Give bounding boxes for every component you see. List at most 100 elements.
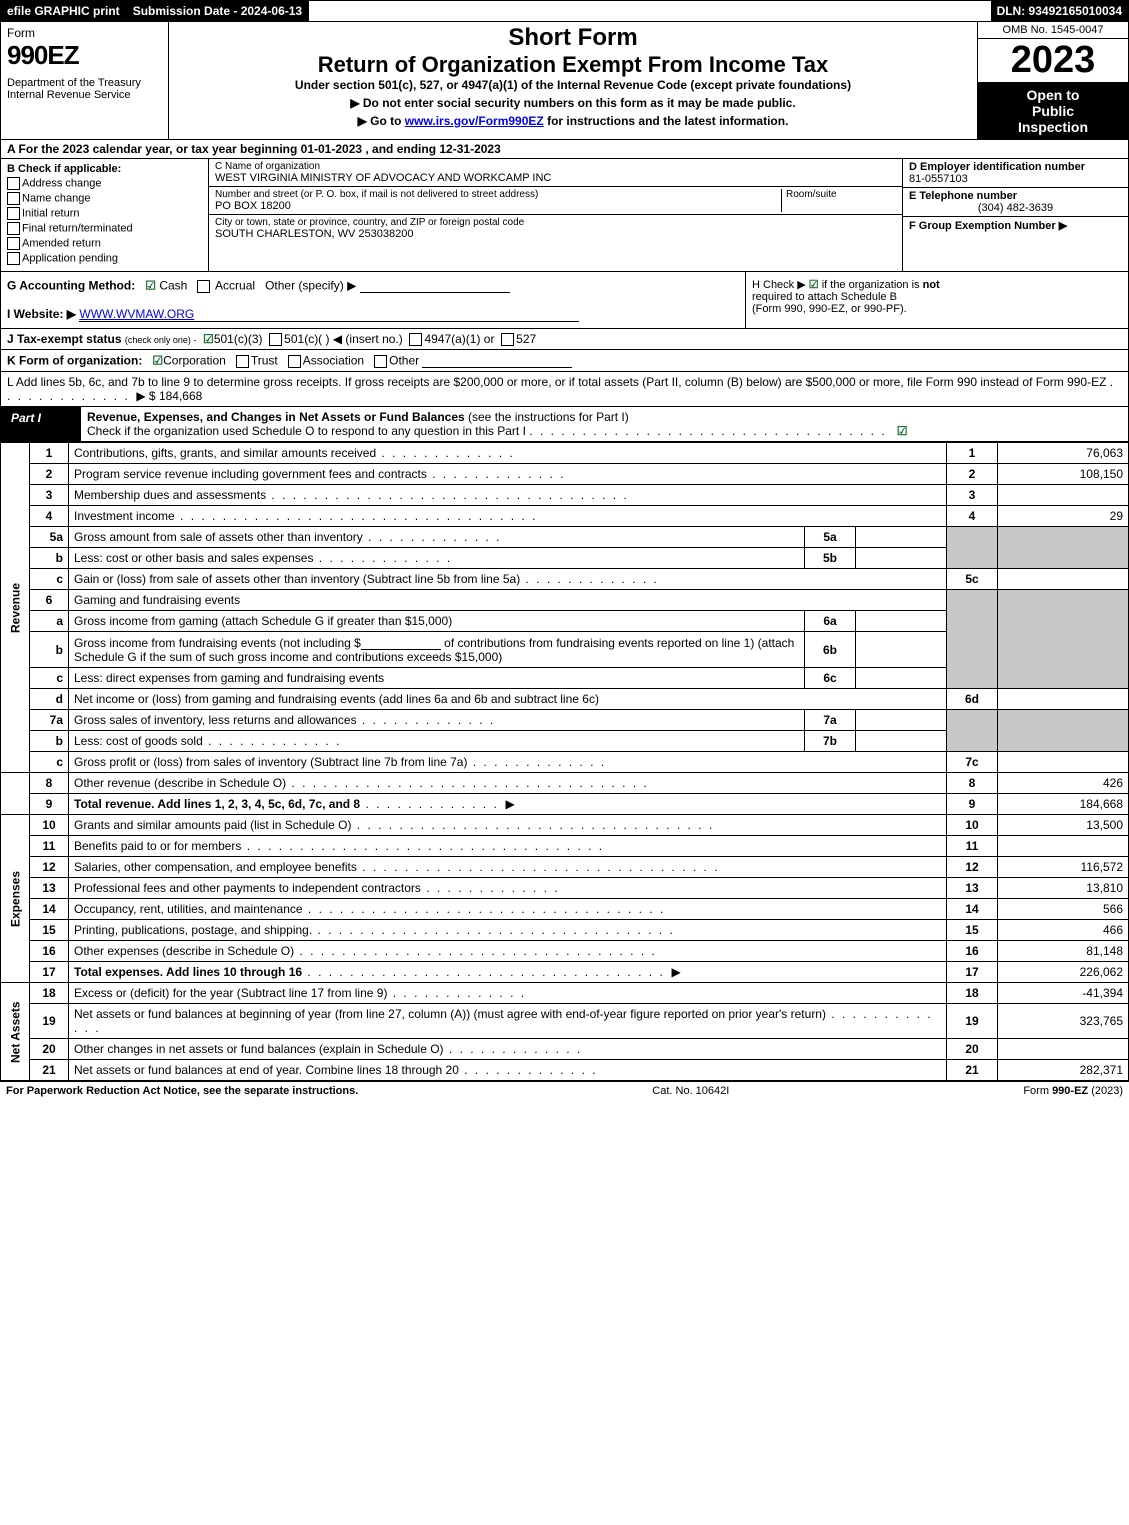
b-label: B Check if applicable: bbox=[7, 163, 202, 175]
netassets-side-label: Net Assets bbox=[1, 983, 30, 1081]
line-3-value bbox=[998, 485, 1129, 506]
website-link[interactable]: WWW.WVMAW.ORG bbox=[79, 307, 194, 321]
table-row: Expenses 10Grants and similar amounts pa… bbox=[1, 815, 1129, 836]
short-form-title: Short Form bbox=[175, 24, 971, 52]
line-11-value bbox=[998, 836, 1129, 857]
website-line: I Website: ▶ WWW.WVMAW.ORG bbox=[7, 307, 739, 322]
line-5c-value bbox=[998, 569, 1129, 590]
line-1-value: 76,063 bbox=[998, 443, 1129, 464]
other-specify-field[interactable] bbox=[360, 278, 510, 293]
part-1-hint: (see the instructions for Part I) bbox=[468, 410, 629, 424]
line-12-value: 116,572 bbox=[998, 857, 1129, 878]
check-name-change[interactable]: Name change bbox=[7, 192, 202, 205]
column-c: C Name of organization WEST VIRGINIA MIN… bbox=[209, 159, 903, 271]
ein-value: 81-0557103 bbox=[909, 173, 1122, 185]
501c-checkbox[interactable] bbox=[269, 333, 282, 346]
city-label: City or town, state or province, country… bbox=[215, 217, 896, 228]
other-org-field[interactable] bbox=[422, 353, 572, 368]
omb-number: OMB No. 1545-0047 bbox=[978, 22, 1128, 39]
cash-checked-icon: ☑ bbox=[145, 279, 156, 293]
d-label: D Employer identification number bbox=[909, 161, 1122, 173]
submission-date: Submission Date - 2024-06-13 bbox=[127, 1, 309, 21]
table-row: Net Assets 18Excess or (deficit) for the… bbox=[1, 983, 1129, 1004]
form-header: Form 990EZ Department of the Treasury In… bbox=[0, 22, 1129, 140]
footer-cat-no: Cat. No. 10642I bbox=[652, 1085, 729, 1097]
h-box: H Check ▶ ☑ if the organization is not r… bbox=[745, 272, 1128, 328]
accrual-label: Accrual bbox=[215, 279, 255, 293]
form-label: Form bbox=[7, 26, 162, 40]
table-row: 12Salaries, other compensation, and empl… bbox=[1, 857, 1129, 878]
line-9-value: 184,668 bbox=[998, 794, 1129, 815]
open-public-badge: Open to Public Inspection bbox=[978, 83, 1128, 139]
line-8-value: 426 bbox=[998, 773, 1129, 794]
h-checked-icon: ☑ bbox=[809, 279, 819, 291]
corp-checked-icon: ☑ bbox=[152, 354, 163, 368]
footer-right: Form 990-EZ (2023) bbox=[1023, 1085, 1123, 1097]
table-row: 21Net assets or fund balances at end of … bbox=[1, 1060, 1129, 1081]
check-address-change[interactable]: Address change bbox=[7, 177, 202, 190]
warn2-post: for instructions and the latest informat… bbox=[547, 114, 788, 128]
check-initial-return[interactable]: Initial return bbox=[7, 207, 202, 220]
line-15-value: 466 bbox=[998, 920, 1129, 941]
part-1-label: Part I bbox=[1, 407, 81, 441]
page-footer: For Paperwork Reduction Act Notice, see … bbox=[0, 1081, 1129, 1100]
line-2-value: 108,150 bbox=[998, 464, 1129, 485]
footer-left: For Paperwork Reduction Act Notice, see … bbox=[6, 1085, 358, 1097]
line-a: A For the 2023 calendar year, or tax yea… bbox=[0, 140, 1129, 159]
table-row: 2Program service revenue including gover… bbox=[1, 464, 1129, 485]
table-row: 14Occupancy, rent, utilities, and mainte… bbox=[1, 899, 1129, 920]
6b-contrib-field[interactable] bbox=[361, 635, 441, 650]
table-row: 7aGross sales of inventory, less returns… bbox=[1, 710, 1129, 731]
topbar-spacer bbox=[309, 1, 990, 21]
top-bar: efile GRAPHIC print Submission Date - 20… bbox=[0, 0, 1129, 22]
line-16-value: 81,148 bbox=[998, 941, 1129, 962]
column-b: B Check if applicable: Address change Na… bbox=[1, 159, 209, 271]
line-j: J Tax-exempt status (check only one) - ☑… bbox=[0, 329, 1129, 350]
warning-2: ▶ Go to www.irs.gov/Form990EZ for instru… bbox=[175, 114, 971, 128]
4947-checkbox[interactable] bbox=[409, 333, 422, 346]
check-final-return[interactable]: Final return/terminated bbox=[7, 222, 202, 235]
part-1-check-line: Check if the organization used Schedule … bbox=[87, 424, 526, 438]
line-14-value: 566 bbox=[998, 899, 1129, 920]
table-row: 17Total expenses. Add lines 10 through 1… bbox=[1, 962, 1129, 983]
part-1-title: Revenue, Expenses, and Changes in Net As… bbox=[87, 410, 465, 424]
527-checkbox[interactable] bbox=[501, 333, 514, 346]
501c3-checked-icon: ☑ bbox=[203, 332, 214, 346]
efile-label: efile GRAPHIC print bbox=[1, 1, 127, 21]
schedule-o-checked-icon: ☑ bbox=[897, 424, 908, 438]
warn2-pre: ▶ Go to bbox=[358, 114, 405, 128]
dept-label: Department of the Treasury bbox=[7, 77, 162, 89]
part-1-table: Revenue 1 Contributions, gifts, grants, … bbox=[0, 442, 1129, 1081]
table-row: 20Other changes in net assets or fund ba… bbox=[1, 1039, 1129, 1060]
table-row: cGross profit or (loss) from sales of in… bbox=[1, 752, 1129, 773]
line-4-value: 29 bbox=[998, 506, 1129, 527]
irs-link[interactable]: www.irs.gov/Form990EZ bbox=[405, 114, 544, 128]
check-application-pending[interactable]: Application pending bbox=[7, 252, 202, 265]
other-checkbox[interactable] bbox=[374, 355, 387, 368]
e-label: E Telephone number bbox=[909, 190, 1122, 202]
line-21-value: 282,371 bbox=[998, 1060, 1129, 1081]
trust-checkbox[interactable] bbox=[236, 355, 249, 368]
accrual-checkbox[interactable] bbox=[197, 280, 210, 293]
warning-1: ▶ Do not enter social security numbers o… bbox=[175, 96, 971, 110]
table-row: 4Investment income 429 bbox=[1, 506, 1129, 527]
line-k: K Form of organization: ☑Corporation Tru… bbox=[0, 350, 1129, 372]
line-l: L Add lines 5b, 6c, and 7b to line 9 to … bbox=[0, 372, 1129, 407]
assoc-checkbox[interactable] bbox=[288, 355, 301, 368]
room-label: Room/suite bbox=[786, 189, 896, 200]
section-bcdef: B Check if applicable: Address change Na… bbox=[0, 159, 1129, 272]
line-17-value: 226,062 bbox=[998, 962, 1129, 983]
c-name-label: C Name of organization bbox=[215, 161, 896, 172]
org-address: PO BOX 18200 bbox=[215, 200, 781, 212]
line-18-value: -41,394 bbox=[998, 983, 1129, 1004]
main-title: Return of Organization Exempt From Incom… bbox=[175, 52, 971, 78]
other-label: Other (specify) ▶ bbox=[265, 279, 356, 293]
revenue-side-label: Revenue bbox=[1, 443, 30, 773]
line-13-value: 13,810 bbox=[998, 878, 1129, 899]
table-row: 11Benefits paid to or for members11 bbox=[1, 836, 1129, 857]
line-19-value: 323,765 bbox=[998, 1004, 1129, 1039]
check-amended-return[interactable]: Amended return bbox=[7, 237, 202, 250]
subtitle: Under section 501(c), 527, or 4947(a)(1)… bbox=[175, 78, 971, 92]
tax-year: 2023 bbox=[978, 39, 1128, 83]
table-row: 5aGross amount from sale of assets other… bbox=[1, 527, 1129, 548]
